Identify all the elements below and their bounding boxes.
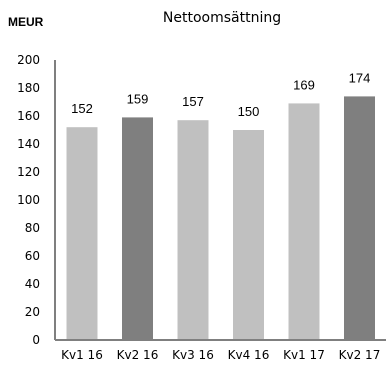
y-tick-label: 140 (17, 137, 40, 151)
bar (122, 117, 153, 341)
x-tick-label: Kv2 16 (117, 348, 159, 362)
x-tick-label: Kv2 17 (339, 348, 381, 362)
y-tick-label: 120 (17, 165, 40, 179)
bar (233, 130, 264, 340)
bar-value-label: 169 (293, 77, 315, 92)
bar (66, 127, 98, 340)
bar (177, 120, 209, 340)
bar (344, 96, 375, 341)
x-tick-label: Kv1 17 (283, 348, 325, 362)
bar (288, 103, 320, 341)
x-axis-labels: Kv1 16 Kv2 16 Kv3 16 Kv4 16 Kv1 17 Kv2 17 (61, 348, 380, 362)
bars (66, 96, 375, 341)
bar-value-label: 159 (127, 91, 149, 106)
y-tick-label: 20 (25, 305, 40, 319)
data-labels: 152 159 157 150 169 174 (71, 70, 370, 119)
y-tick-label: 160 (17, 109, 40, 123)
y-tick-label: 80 (25, 221, 40, 235)
y-tick-label: 180 (17, 81, 40, 95)
bar-value-label: 152 (71, 101, 93, 116)
y-tick-label: 60 (25, 249, 40, 263)
y-tick-label: 100 (17, 193, 40, 207)
x-tick-label: Kv1 16 (61, 348, 103, 362)
bar-value-label: 157 (182, 94, 204, 109)
x-tick-label: Kv3 16 (172, 348, 214, 362)
x-tick-label: Kv4 16 (228, 348, 270, 362)
y-tick-label: 200 (17, 53, 40, 67)
y-axis-ticks: 0 20 40 60 80 100 120 140 160 180 200 (17, 53, 40, 347)
y-tick-label: 0 (32, 333, 40, 347)
bar-value-label: 150 (238, 104, 260, 119)
y-unit-label: MEUR (8, 15, 44, 29)
bar-value-label: 174 (349, 70, 371, 85)
chart-title: Nettoomsättning (163, 10, 281, 26)
y-tick-label: 40 (25, 277, 40, 291)
